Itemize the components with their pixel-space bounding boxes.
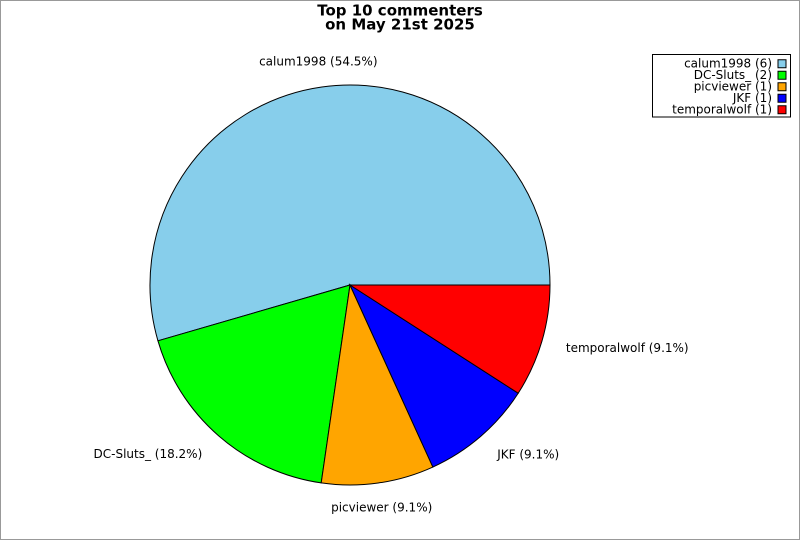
pie-slice [149,84,551,342]
pie-slice [348,284,551,394]
chart-subtitle: on May 21st 2025 [325,16,475,34]
slice-label: calum1998 (54.5%) [259,55,377,69]
legend-swatch [777,105,787,115]
legend-label: JKF (1) [732,91,772,105]
legend-swatch [777,59,787,69]
legend-swatch [777,70,787,80]
slice-label: picviewer (9.1%) [331,500,432,514]
legend-label: calum1998 (6) [684,56,772,70]
pie-slice [320,283,434,486]
legend-label: picviewer (1) [694,79,772,93]
legend-box [652,54,791,118]
chart-title: Top 10 commenters [317,2,483,20]
pie-slice [157,284,351,484]
legend-swatch [777,93,787,103]
slice-label: DC-Sluts_ (18.2%) [94,447,203,461]
slice-label: temporalwolf (9.1%) [566,341,689,355]
legend-label: DC-Sluts_ (2) [694,68,772,82]
slice-label: JKF (9.1%) [496,448,559,462]
pie-slice [348,283,519,468]
legend-swatch [777,82,787,92]
legend-label: temporalwolf (1) [672,102,772,116]
